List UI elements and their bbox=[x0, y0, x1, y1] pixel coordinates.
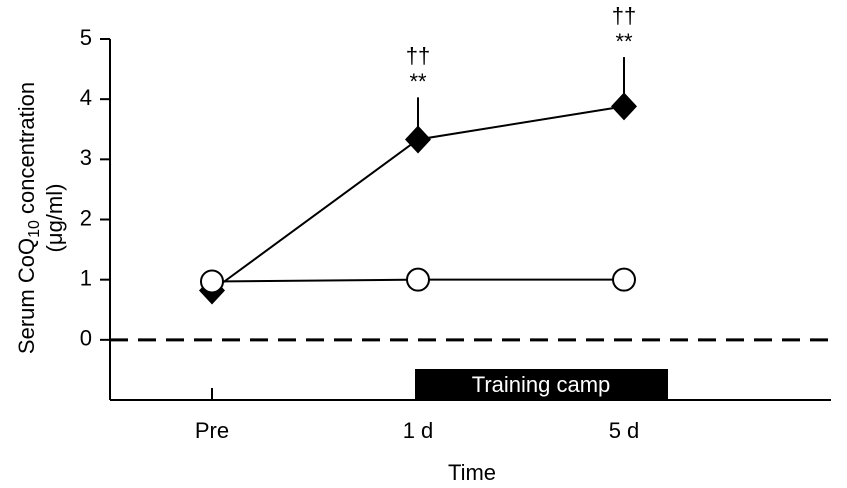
y-label-main: Serum CoQ bbox=[14, 238, 39, 354]
x-tick-label: Pre bbox=[195, 418, 229, 443]
diamond-marker bbox=[405, 125, 431, 154]
y-label-sub: 10 bbox=[26, 220, 43, 238]
x-tick-label: 5 d bbox=[609, 418, 640, 443]
circle-marker bbox=[406, 267, 430, 292]
significance-star: ** bbox=[409, 69, 427, 94]
significance-dagger: †† bbox=[406, 43, 430, 68]
y-axis-unit: (μg/ml) bbox=[42, 184, 67, 253]
y-tick-label: 2 bbox=[80, 205, 92, 230]
y-axis-label: Serum CoQ10 concentration bbox=[14, 82, 43, 354]
y-tick-label: 3 bbox=[80, 145, 92, 170]
circle-marker bbox=[612, 267, 636, 292]
y-tick-label: 1 bbox=[80, 265, 92, 290]
significance-dagger: †† bbox=[612, 3, 636, 28]
y-tick-label: 5 bbox=[80, 25, 92, 50]
training-camp-bar bbox=[415, 369, 668, 401]
y-label-rest: concentration bbox=[14, 82, 39, 220]
y-tick-label: 4 bbox=[80, 85, 92, 110]
x-tick-label: 1 d bbox=[403, 418, 434, 443]
training-camp-label: Training camp bbox=[472, 372, 611, 397]
x-axis-label: Time bbox=[448, 460, 496, 485]
y-tick-label: 0 bbox=[80, 326, 92, 351]
significance-star: ** bbox=[615, 29, 633, 54]
circle-marker bbox=[200, 269, 224, 294]
diamond-marker bbox=[611, 92, 637, 121]
